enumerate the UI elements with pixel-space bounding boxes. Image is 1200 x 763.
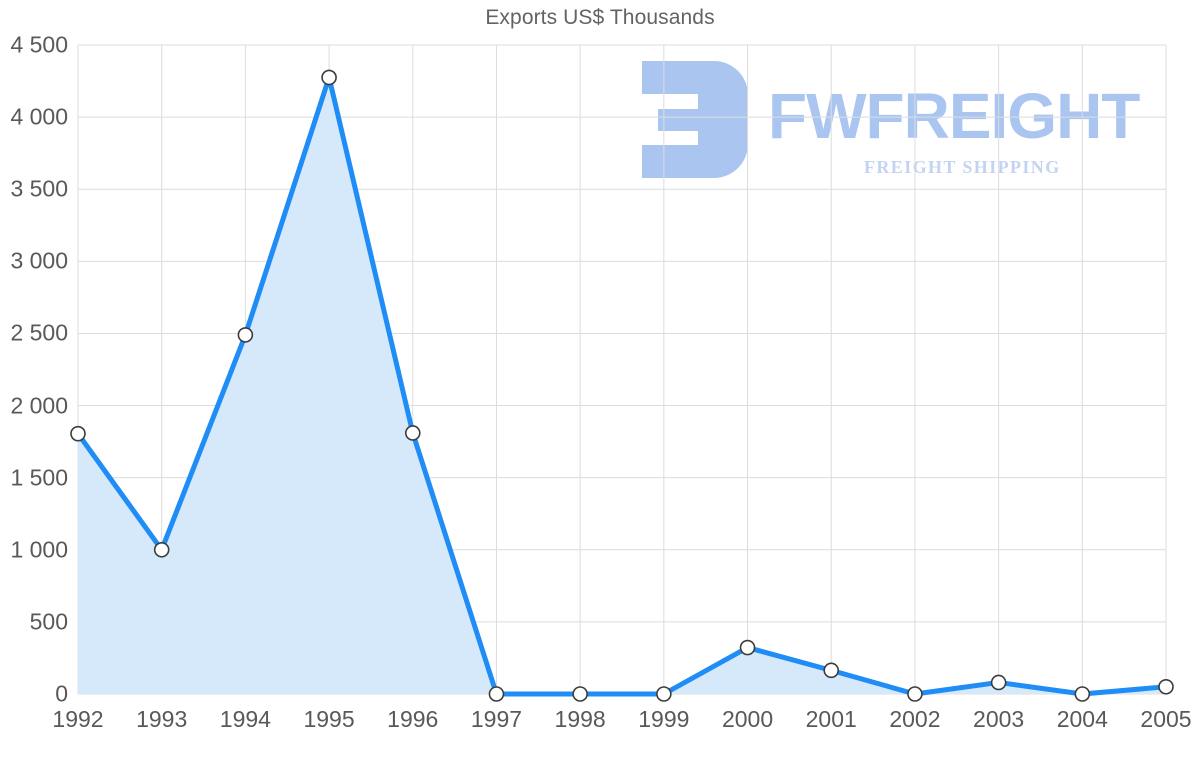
data-point-marker[interactable]	[404, 425, 421, 441]
x-axis-tick-label: 1996	[387, 706, 439, 732]
data-point-marker[interactable]	[488, 686, 505, 702]
data-point-marker[interactable]	[153, 541, 170, 558]
y-axis-tick-label: 0	[55, 680, 68, 707]
x-axis-tick-label: 2004	[1056, 706, 1108, 732]
x-axis-tick-label: 1995	[303, 706, 355, 732]
x-axis-tick-label: 2000	[721, 706, 774, 732]
x-axis-tick-label: 2001	[805, 706, 857, 732]
x-axis-tick-label: 1997	[470, 706, 523, 732]
data-point-marker[interactable]	[1074, 686, 1091, 702]
y-axis-tick-label: 2 500	[10, 319, 68, 346]
data-point-marker[interactable]	[739, 639, 756, 656]
x-axis-tick-label: 2003	[973, 706, 1025, 732]
chart-title: Exports US$ Thousands	[485, 6, 715, 29]
data-point-marker[interactable]	[1158, 678, 1174, 695]
y-axis-labels: 0 500 1 000 1 500 2 000 2 500 3 000 3 500 4 000 4…	[0, 0, 68, 763]
x-axis-tick-label: 2002	[889, 706, 941, 732]
data-point-marker[interactable]	[321, 69, 337, 86]
data-point-marker[interactable]	[70, 425, 86, 442]
y-axis-tick-label: 3 000	[10, 247, 68, 274]
data-point-markers	[70, 69, 1174, 702]
x-axis-tick-label: 1999	[638, 706, 690, 732]
y-axis-tick-label: 1 000	[10, 536, 68, 563]
y-axis-tick-label: 500	[29, 608, 68, 635]
x-axis-tick-label: 2005	[1140, 706, 1192, 732]
data-point-marker[interactable]	[656, 686, 672, 702]
area-fill	[78, 77, 1166, 694]
data-point-marker[interactable]	[823, 662, 840, 679]
data-line	[75, 74, 1169, 697]
x-axis-tick-label: 1994	[219, 706, 271, 732]
y-axis-tick-label: 4 000	[10, 103, 68, 130]
data-point-marker[interactable]	[907, 686, 923, 702]
y-axis-tick-label: 4 500	[10, 31, 68, 58]
x-axis-tick-label: 1993	[136, 706, 188, 732]
data-point-marker[interactable]	[237, 327, 254, 343]
x-axis-tick-label: 1992	[52, 706, 104, 732]
data-point-marker[interactable]	[572, 686, 588, 702]
x-axis-tick-label: 1998	[554, 706, 606, 732]
data-point-marker[interactable]	[990, 674, 1007, 691]
y-axis-tick-label: 1 500	[10, 464, 68, 491]
y-axis-tick-label: 3 500	[10, 175, 68, 202]
y-axis-tick-label: 2 000	[10, 392, 68, 419]
